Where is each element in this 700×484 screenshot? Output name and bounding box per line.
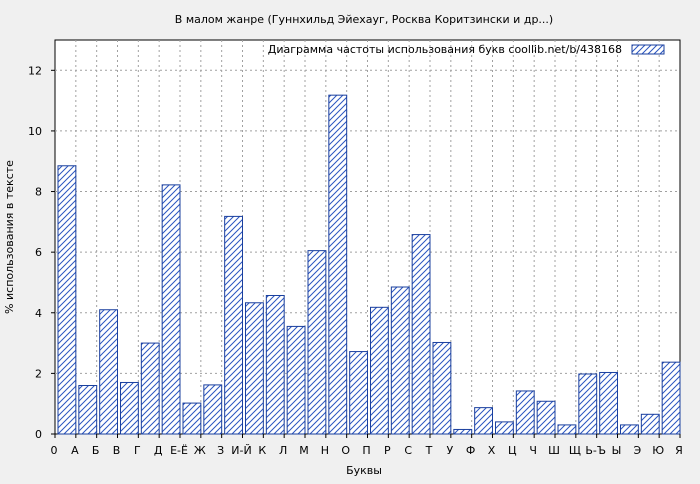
legend-label: Диаграмма частоты использования букв coo… — [268, 43, 622, 56]
bar-Ц — [495, 421, 514, 435]
bar-Ь-Ъ — [578, 373, 598, 435]
bar-А — [57, 165, 77, 435]
x-tick-label: Р — [384, 444, 391, 457]
bar-Л — [265, 294, 285, 435]
bar-К — [245, 302, 264, 435]
y-tick-label: 2 — [35, 367, 42, 380]
x-tick-label: Э — [633, 444, 641, 457]
bar-Х — [474, 407, 493, 435]
x-tick-label: Ч — [529, 444, 537, 457]
bar-Р — [370, 306, 389, 435]
x-tick-label: Л — [279, 444, 287, 457]
y-axis-label: % использования в тексте — [3, 160, 16, 314]
grid — [55, 40, 680, 434]
x-tick-label: Ь-Ъ — [585, 444, 606, 457]
bar-Е-Ё — [161, 184, 181, 435]
y-tick-label: 4 — [35, 307, 42, 320]
legend-swatch — [631, 44, 665, 55]
x-tick-label: С — [404, 444, 412, 457]
y-tick-label: 0 — [35, 428, 42, 441]
bar-З — [203, 384, 223, 435]
x-tick-label: 0 — [51, 444, 58, 457]
x-tick-label: Ю — [652, 444, 664, 457]
x-tick-label: Я — [675, 444, 683, 457]
bar-Ш — [536, 400, 556, 435]
bar-И-Й — [224, 215, 244, 435]
x-tick-label: Ц — [508, 444, 517, 457]
x-axis-label: Буквы — [346, 464, 382, 477]
x-tick-label: Х — [488, 444, 496, 457]
bar-М — [286, 325, 306, 435]
bar-Д — [140, 342, 160, 435]
bar-Ч — [515, 390, 535, 435]
x-tick-label: О — [341, 444, 350, 457]
x-tick-label: Ы — [612, 444, 622, 457]
x-tick-label: Г — [134, 444, 141, 457]
x-tick-label: Т — [425, 444, 433, 457]
x-tick-label: Ш — [548, 444, 560, 457]
x-tick-label: В — [113, 444, 121, 457]
x-tick-label: Щ — [569, 444, 581, 457]
bar-О — [328, 94, 348, 435]
bar-В — [99, 309, 118, 435]
x-tick-label: Д — [154, 444, 163, 457]
x-tick-label: К — [258, 444, 266, 457]
legend: Диаграмма частоты использования букв coo… — [268, 43, 665, 56]
y-tick-label: 6 — [35, 246, 42, 259]
x-tick-label: Б — [92, 444, 100, 457]
x-tick-label: М — [299, 444, 309, 457]
x-tick-label: И-Й — [231, 444, 251, 457]
bar-Ю — [640, 413, 660, 435]
bar-Э — [620, 424, 639, 435]
y-tick-label: 8 — [35, 186, 42, 199]
y-tick-label: 10 — [28, 125, 42, 138]
bar-Ы — [599, 371, 619, 435]
bar-П — [349, 351, 368, 435]
x-tick-label: А — [71, 444, 79, 457]
bar-Я — [661, 361, 681, 435]
x-tick-label: Н — [321, 444, 329, 457]
y-tick-label: 12 — [28, 64, 42, 77]
x-tick-label: Ж — [194, 444, 206, 457]
bar-С — [390, 286, 410, 435]
x-tick-label: З — [217, 444, 224, 457]
bar-Щ — [557, 424, 577, 435]
bar-Ф — [453, 428, 473, 435]
x-tick-label: У — [446, 444, 453, 457]
bar-Т — [411, 234, 431, 435]
bars — [57, 94, 681, 435]
chart-title: В малом жанре (Гуннхильд Эйехауг, Росква… — [175, 13, 553, 26]
bar-У — [432, 341, 452, 435]
x-tick-label: Е-Ё — [170, 444, 188, 457]
x-tick-label: П — [362, 444, 370, 457]
bar-Г — [120, 381, 139, 435]
bar-Н — [307, 250, 327, 435]
bar-Ж — [182, 402, 202, 435]
bar-Б — [78, 385, 98, 435]
x-tick-label: Ф — [466, 444, 475, 457]
